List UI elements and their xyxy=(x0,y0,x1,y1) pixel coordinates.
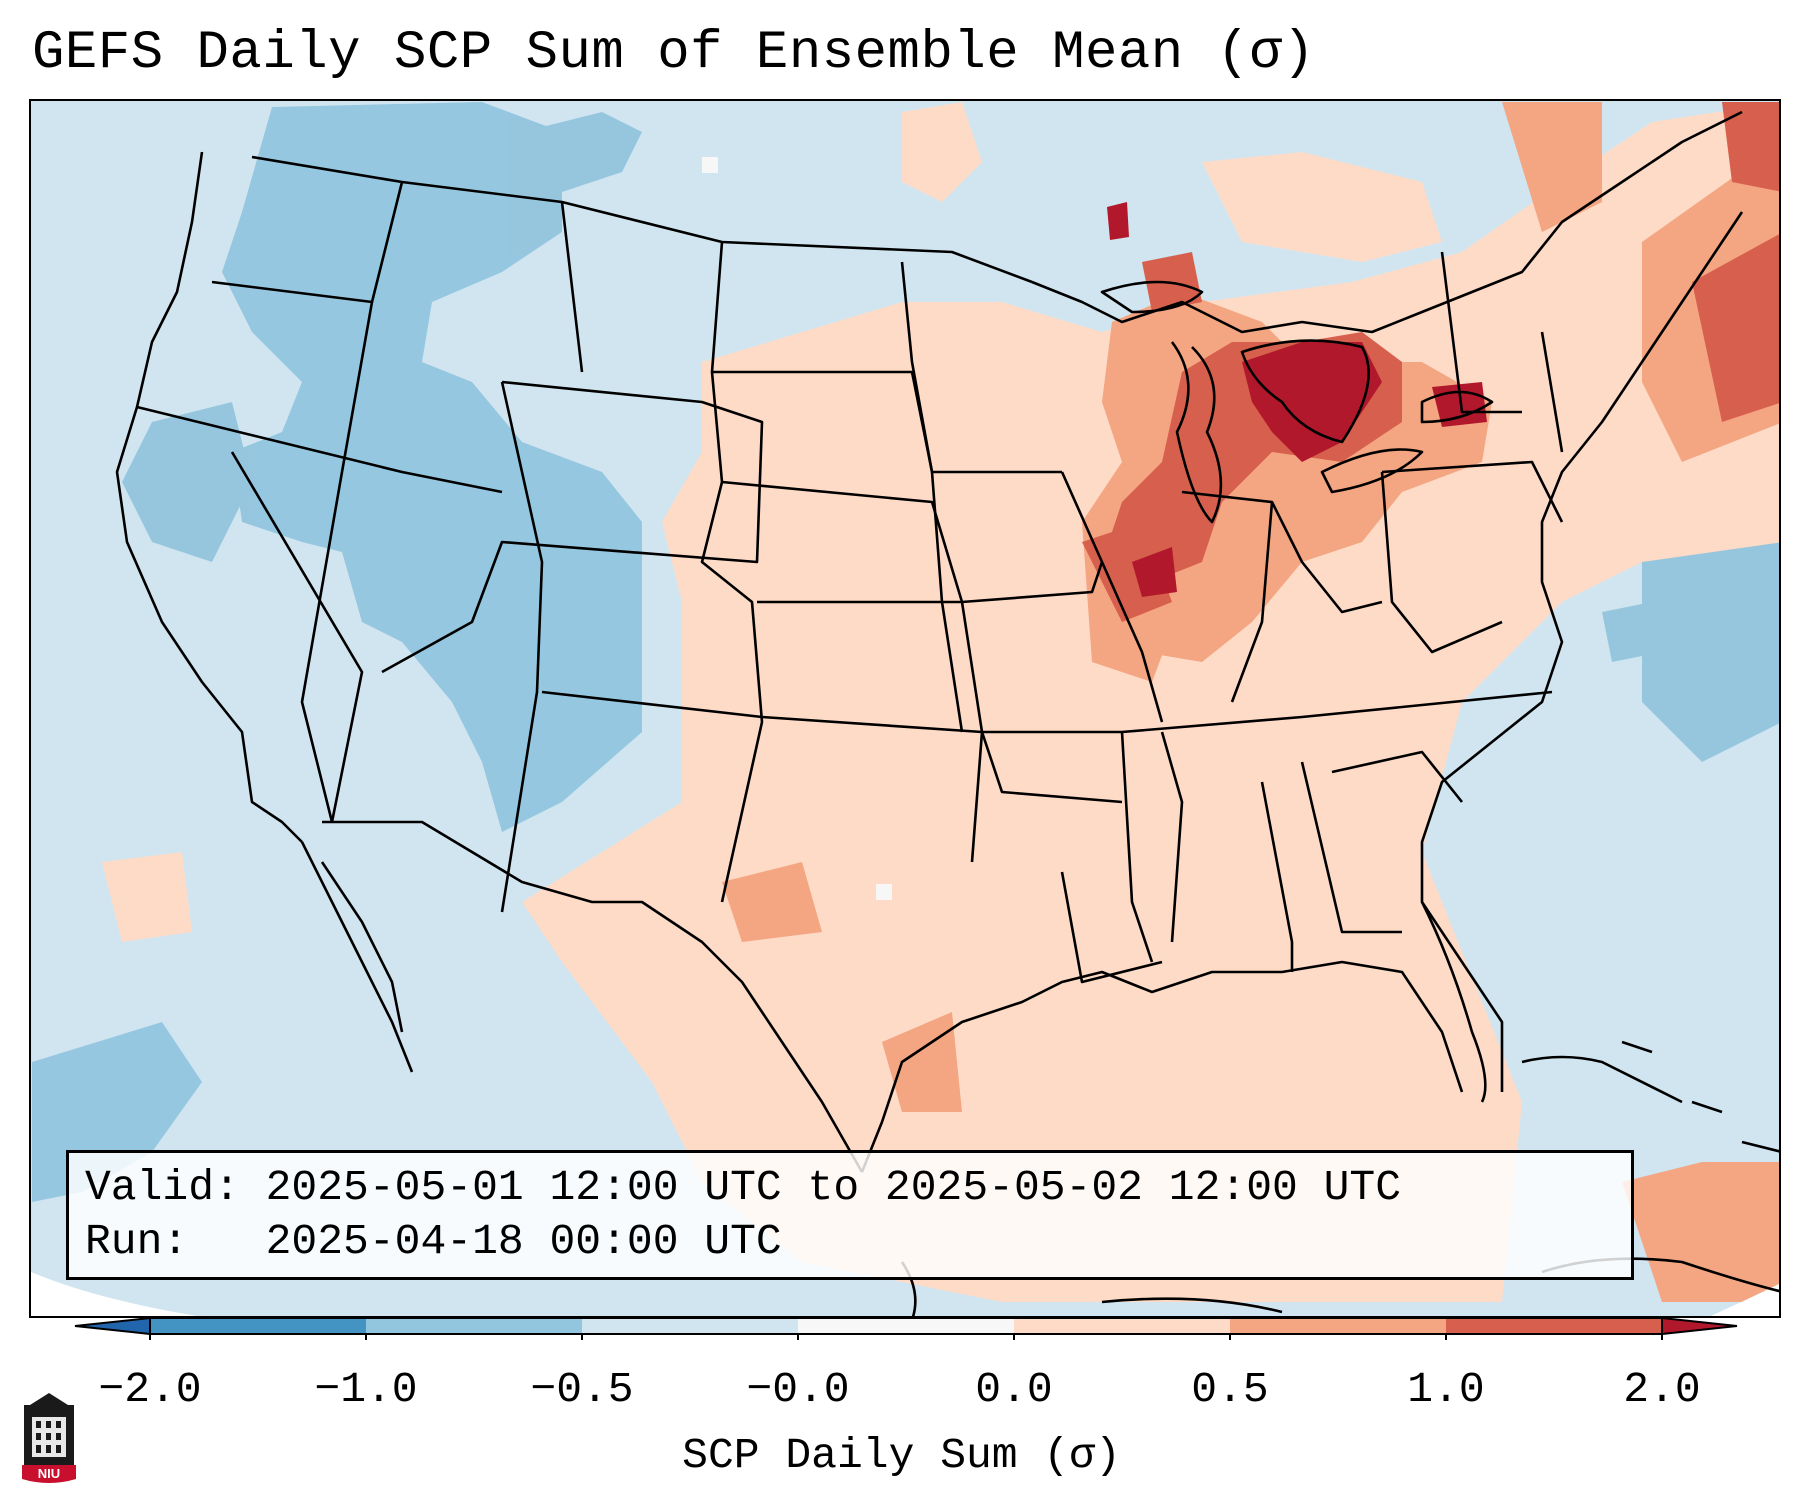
colorbar-outline xyxy=(149,1317,1663,1335)
domain-edge-right xyxy=(1710,1283,1779,1316)
valid-run-info-box: Valid: 2025-05-01 12:00 UTC to 2025-05-0… xyxy=(66,1150,1634,1280)
colorbar-tick-label: 2.0 xyxy=(1623,1365,1701,1414)
colorbar-bin xyxy=(1230,1318,1447,1334)
colorbar xyxy=(74,1316,1738,1340)
colorbar-extend-high xyxy=(1661,1316,1738,1336)
colorbar-bin xyxy=(366,1318,583,1334)
map-panel xyxy=(29,99,1781,1318)
colorbar-tick-label: −0.5 xyxy=(530,1365,634,1414)
colorbar-tick-label: −0.0 xyxy=(746,1365,850,1414)
valid-time-text: Valid: 2025-05-01 12:00 UTC to 2025-05-0… xyxy=(85,1163,1402,1212)
domain-edge-left xyxy=(31,1272,197,1316)
colorbar-bin xyxy=(582,1318,799,1334)
niu-logo xyxy=(22,1393,76,1483)
colorbar-bin xyxy=(150,1318,367,1334)
field-near-zero xyxy=(702,157,892,900)
scp-anomaly-map xyxy=(31,101,1779,1316)
colorbar-tick-label: −1.0 xyxy=(314,1365,418,1414)
colorbar-extend-low xyxy=(74,1316,151,1336)
colorbar-tick-label: −2.0 xyxy=(98,1365,202,1414)
chart-title: GEFS Daily SCP Sum of Ensemble Mean (σ) xyxy=(32,23,1316,84)
colorbar-tick-label: 0.5 xyxy=(1191,1365,1269,1414)
colorbar-bin xyxy=(798,1318,1015,1334)
colorbar-bin xyxy=(1446,1318,1663,1334)
niu-logo-text: NIU xyxy=(37,1466,61,1481)
colorbar-tick-label: 0.0 xyxy=(975,1365,1053,1414)
run-time-text: Run: 2025-04-18 00:00 UTC xyxy=(85,1217,782,1266)
colorbar-tick-label: 1.0 xyxy=(1407,1365,1485,1414)
colorbar-label: SCP Daily Sum (σ) xyxy=(682,1431,1121,1480)
colorbar-bin xyxy=(1014,1318,1231,1334)
political-boundaries xyxy=(115,110,1779,1316)
